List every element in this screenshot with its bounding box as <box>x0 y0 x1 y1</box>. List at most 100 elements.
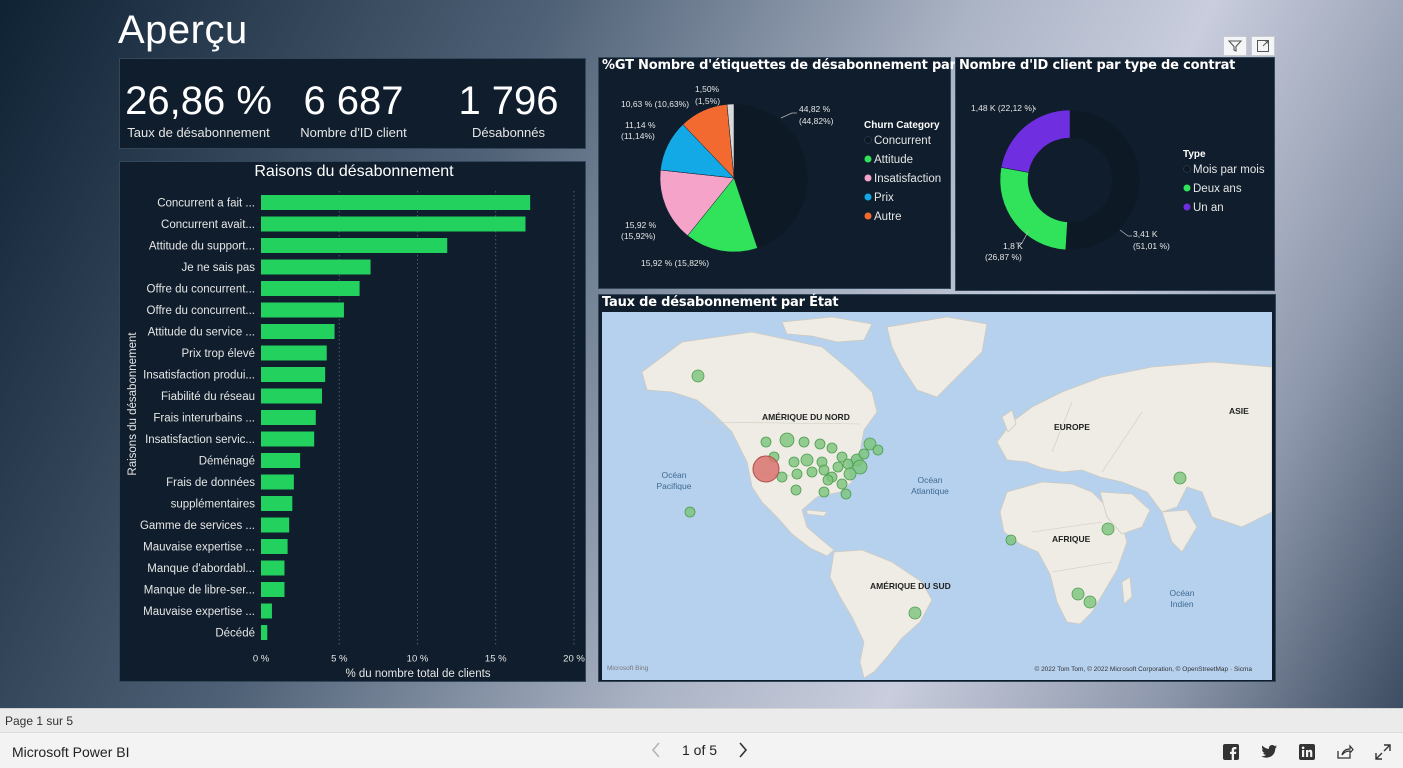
bar[interactable] <box>261 216 526 232</box>
map-bubble[interactable] <box>790 484 802 496</box>
map-bubble[interactable] <box>818 486 830 498</box>
map-bubble[interactable] <box>691 369 705 383</box>
map-bubble[interactable] <box>863 437 877 451</box>
bar[interactable] <box>261 388 323 404</box>
bar[interactable] <box>261 367 326 382</box>
map-bubble[interactable] <box>822 474 834 486</box>
bar[interactable] <box>261 281 360 296</box>
brand-label[interactable]: Microsoft Power BI <box>12 744 130 760</box>
pie-slice-concurrent[interactable] <box>733 103 809 249</box>
bar[interactable] <box>261 410 316 425</box>
pie-label-insatisfaction-1: 15,92 % <box>625 220 657 230</box>
map-bubble[interactable] <box>908 606 922 620</box>
pie-slice-other[interactable] <box>726 103 735 179</box>
churn-by-state-map[interactable]: Taux de désabonnement par État <box>598 294 1276 682</box>
bar[interactable] <box>261 582 285 597</box>
donut-slice-mois-par-mois[interactable] <box>1065 109 1141 251</box>
bar-category-label: Fiabilité du réseau <box>161 391 255 403</box>
map-bubble[interactable] <box>788 456 800 468</box>
next-page-icon[interactable] <box>735 740 751 760</box>
donut-slice-deux-ans[interactable] <box>999 167 1068 251</box>
kpi-customer-count-value: 6 687 <box>303 79 404 123</box>
bar[interactable] <box>261 345 327 361</box>
map-bubble-california[interactable] <box>752 455 780 483</box>
pie-legend-autre[interactable]: Autre <box>874 211 902 223</box>
map-bubble[interactable] <box>840 488 852 500</box>
footer-bar: Microsoft Power BI 1 of 5 <box>0 732 1403 768</box>
map-bubbles[interactable] <box>684 369 1187 620</box>
bar[interactable] <box>261 517 290 533</box>
bar[interactable] <box>261 453 301 468</box>
land-uk <box>1001 409 1017 433</box>
map-bubble[interactable] <box>826 442 838 454</box>
map-bubble[interactable] <box>798 436 810 448</box>
region-africa: AFRIQUE <box>1052 534 1091 544</box>
map-bubble[interactable] <box>858 448 870 460</box>
facebook-icon[interactable] <box>1221 742 1241 762</box>
bar[interactable] <box>261 302 344 318</box>
map-bubble[interactable] <box>779 432 795 448</box>
bar-category-label: Offre du concurrent... <box>147 305 255 317</box>
contract-type-donut-chart[interactable]: Nombre d'ID client par type de contrat 3… <box>955 57 1275 291</box>
donut-legend-un[interactable]: Un an <box>1193 202 1224 214</box>
bar-category-label: Offre du concurrent... <box>147 284 255 296</box>
map-bubble[interactable] <box>814 438 826 450</box>
map-bubble[interactable] <box>852 459 868 475</box>
pie-legend-insatisfaction[interactable]: Insatisfaction <box>874 173 941 185</box>
map-bubble[interactable] <box>1101 522 1115 536</box>
share-icon[interactable] <box>1335 742 1355 762</box>
bar[interactable] <box>261 431 315 447</box>
donut-slice-un-an[interactable] <box>1000 109 1071 173</box>
bar-category-label: Décédé <box>215 628 255 640</box>
bar[interactable] <box>261 474 294 490</box>
pie-slice-attitude[interactable] <box>687 177 758 253</box>
map-bubble[interactable] <box>832 461 844 473</box>
bar[interactable] <box>261 259 371 275</box>
map-bubble[interactable] <box>684 506 696 518</box>
pie-legend-prix[interactable]: Prix <box>874 192 894 204</box>
focus-mode-icon[interactable] <box>1251 36 1275 56</box>
bar[interactable] <box>261 238 448 253</box>
map-bubble[interactable] <box>1071 587 1085 601</box>
bar[interactable] <box>261 496 293 511</box>
churn-category-pie-chart[interactable]: %GT Nombre d'étiquettes de désabonnement… <box>598 57 1028 289</box>
linkedin-icon[interactable] <box>1297 742 1317 762</box>
map-bubble[interactable] <box>843 467 857 481</box>
pie-label-concurrent-2: (44,82%) <box>799 116 834 126</box>
map-bubble[interactable] <box>872 444 884 456</box>
map-bubble[interactable] <box>791 468 803 480</box>
map-bubble[interactable] <box>836 478 848 490</box>
map-bubble[interactable] <box>1005 534 1017 546</box>
bar[interactable] <box>261 603 272 619</box>
previous-page-icon[interactable] <box>648 740 664 760</box>
map-bubble[interactable] <box>776 471 788 483</box>
map-bubble[interactable] <box>818 464 830 476</box>
pie-slice-insatisfaction[interactable] <box>659 169 735 237</box>
pie-legend-concurrent[interactable]: Concurrent <box>874 135 932 147</box>
kpi-churned-label: Désabonnés <box>472 125 545 140</box>
bar-category-label: Mauvaise expertise ... <box>143 542 255 554</box>
filter-icon[interactable] <box>1223 36 1247 56</box>
bar[interactable] <box>261 324 335 339</box>
pie-legend-attitude[interactable]: Attitude <box>874 154 913 166</box>
bar[interactable] <box>261 560 285 576</box>
donut-legend-title: Type <box>1183 149 1206 160</box>
kpi-churn-rate-value: 26,86 % <box>125 79 272 123</box>
churn-reasons-bar-chart[interactable]: Raisons du désabonnement Raisons du désa… <box>119 161 586 682</box>
bar[interactable] <box>261 625 268 640</box>
world-map[interactable]: AMÉRIQUE DU NORD EUROPE ASIE AFRIQUE AMÉ… <box>602 312 1272 680</box>
twitter-icon[interactable] <box>1259 742 1279 762</box>
map-bubble[interactable] <box>842 458 854 470</box>
map-bubble[interactable] <box>1083 595 1097 609</box>
donut-legend-deux[interactable]: Deux ans <box>1193 183 1242 195</box>
kpi-card[interactable]: 26,86 % Taux de désabonnement 6 687 Nomb… <box>119 58 586 149</box>
bar[interactable] <box>261 539 288 554</box>
map-bubble[interactable] <box>760 436 772 448</box>
donut-legend-mois[interactable]: Mois par mois <box>1193 164 1265 176</box>
map-bubble[interactable] <box>806 466 818 478</box>
map-bubble[interactable] <box>836 451 848 463</box>
map-bubble[interactable] <box>1173 471 1187 485</box>
bar[interactable] <box>261 195 531 210</box>
map-bubble[interactable] <box>800 453 814 467</box>
fullscreen-icon[interactable] <box>1373 742 1393 762</box>
